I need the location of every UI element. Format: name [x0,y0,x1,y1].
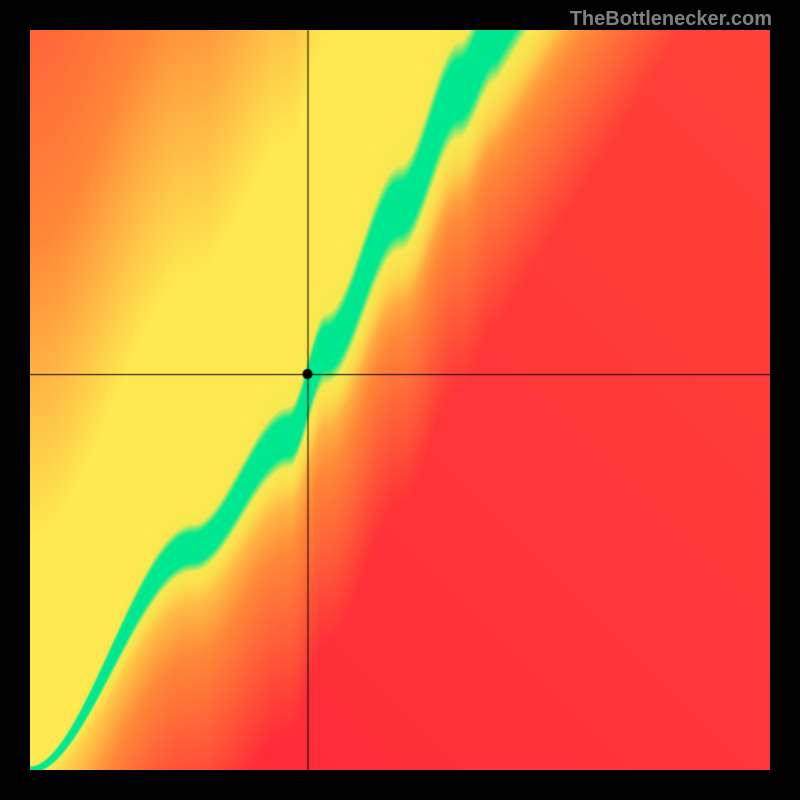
watermark-text: TheBottlenecker.com [570,8,772,31]
heatmap-canvas [30,30,770,770]
bottleneck-heatmap [30,30,770,770]
